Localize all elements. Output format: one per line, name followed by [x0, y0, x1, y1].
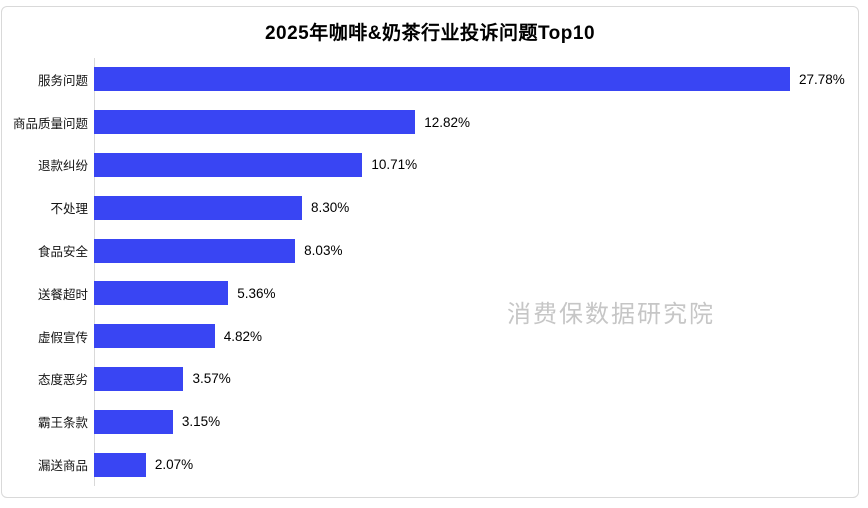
value-label: 4.82% [223, 328, 263, 344]
bar-rows: 服务问题 27.78% 商品质量问题 12.82% 退款纠纷 10.71% 不处理 8.30%… [2, 58, 858, 486]
bar-row: 商品质量问题 12.82% [2, 101, 858, 144]
bar-row: 退款纠纷 10.71% [2, 144, 858, 187]
value-label: 8.03% [304, 243, 343, 259]
bar [94, 152, 363, 177]
category-label: 服务问题 [37, 73, 88, 88]
chart-title: 2025年咖啡&奶茶行业投诉问题Top10 [264, 23, 596, 44]
category-label: 态度恶劣 [37, 373, 88, 388]
value-label: 5.36% [237, 285, 276, 301]
bar [94, 281, 229, 306]
bar [94, 409, 173, 434]
bar-row: 虚假宣传 4.82% [2, 315, 858, 358]
bar [94, 110, 416, 135]
category-label: 退款纠纷 [37, 159, 88, 174]
bar [94, 238, 296, 263]
bar-row: 送餐超时 5.36% [2, 272, 858, 315]
value-label: 10.71% [371, 157, 418, 173]
category-label: 不处理 [50, 202, 88, 217]
value-label: 12.82% [424, 114, 470, 130]
bar-row: 服务问题 27.78% [2, 58, 858, 101]
value-label: 27.78% [799, 71, 845, 87]
bar [94, 67, 790, 92]
bar [94, 324, 215, 349]
y-axis-line [94, 58, 95, 486]
value-label: 8.30% [310, 200, 350, 216]
bar-row: 霸王条款 3.15% [2, 400, 858, 443]
bar-row: 不处理 8.30% [2, 186, 858, 229]
bar [94, 366, 184, 391]
bar [94, 452, 146, 477]
value-label: 3.15% [181, 414, 221, 430]
bar-row: 食品安全 8.03% [2, 229, 858, 272]
category-label: 商品质量问题 [12, 116, 88, 131]
bar-row: 态度恶劣 3.57% [2, 358, 858, 401]
category-label: 食品安全 [37, 245, 88, 260]
plot-area: 服务问题 27.78% 商品质量问题 12.82% 退款纠纷 10.71% 不处理 8.30%… [2, 58, 858, 486]
category-label: 霸王条款 [37, 416, 88, 431]
value-label: 2.07% [154, 457, 194, 473]
bar-row: 漏送商品 2.07% [2, 443, 858, 486]
category-label: 漏送商品 [37, 459, 88, 474]
value-label: 3.57% [192, 371, 231, 387]
category-label: 送餐超时 [37, 287, 88, 302]
bar [94, 195, 302, 220]
category-label: 虚假宣传 [37, 330, 88, 345]
chart-frame: 2025年咖啡&奶茶行业投诉问题Top10 服务问题 27.78% 商品质量问题 12… [1, 6, 859, 498]
